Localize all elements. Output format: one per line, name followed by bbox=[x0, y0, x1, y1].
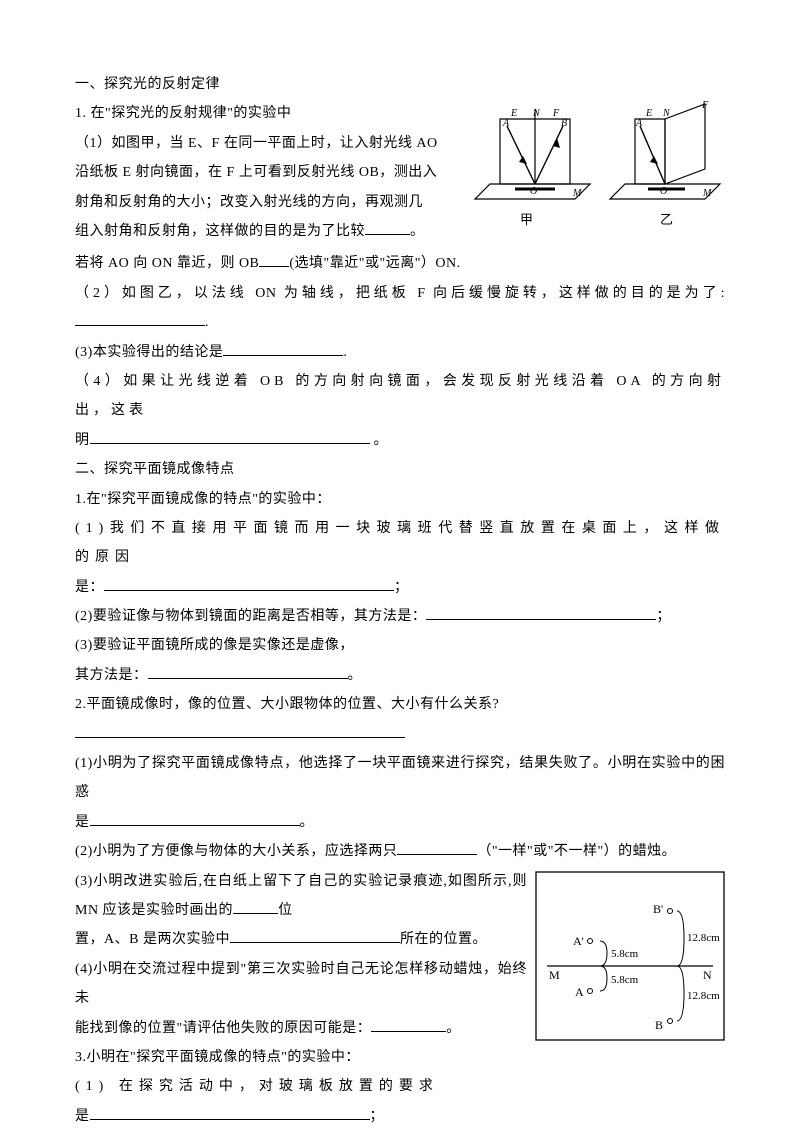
svg-text:A: A bbox=[635, 118, 643, 129]
blank[interactable] bbox=[365, 220, 410, 235]
svg-text:M: M bbox=[572, 188, 582, 199]
blank[interactable] bbox=[75, 311, 205, 326]
s1-q1-p4b: 明 。 bbox=[75, 426, 725, 455]
blank[interactable] bbox=[230, 928, 400, 943]
svg-text:A: A bbox=[502, 118, 510, 129]
svg-text:N: N bbox=[532, 108, 541, 119]
s2-q1-p3a: (3)要验证平面镜所成的像是实像还是虚像， bbox=[75, 631, 725, 660]
s1-q1-p1e: 若将 AO 向 ON 靠近，则 OB(选填"靠近"或"远离"）ON. bbox=[75, 249, 725, 278]
svg-text:乙: 乙 bbox=[660, 212, 673, 227]
s2-q2-p1b: 是。 bbox=[75, 808, 725, 837]
blank[interactable] bbox=[371, 1017, 446, 1032]
blank[interactable] bbox=[90, 811, 300, 826]
s2-q1-p1a: (1)我们不直接用平面镜而用一块玻璃班代替竖直放置在桌面上，这样做的原因 bbox=[75, 514, 725, 573]
section2-title: 二、探究平面镜成像特点 bbox=[75, 455, 725, 484]
blank[interactable] bbox=[223, 341, 343, 356]
svg-text:F: F bbox=[701, 100, 709, 111]
s1-q1-p2: （2）如图乙，以法线 ON 为轴线，把纸板 F 向后缓慢旋转，这样做的目的是为了… bbox=[75, 279, 725, 338]
svg-text:N: N bbox=[662, 108, 671, 119]
s2-q2-intro: 2.平面镜成像时，像的位置、大小跟物体的位置、大小有什么关系? bbox=[75, 690, 725, 719]
blank[interactable] bbox=[233, 899, 278, 914]
s2-q1-p1b: 是：； bbox=[75, 573, 725, 602]
svg-text:E: E bbox=[645, 108, 652, 119]
svg-text:F: F bbox=[552, 108, 560, 119]
s2-q2-sep bbox=[75, 720, 725, 749]
svg-text:E: E bbox=[510, 108, 517, 119]
svg-text:B: B bbox=[655, 1018, 663, 1032]
svg-text:M: M bbox=[702, 188, 712, 199]
svg-text:A': A' bbox=[573, 934, 584, 948]
svg-text:12.8cm: 12.8cm bbox=[687, 932, 720, 944]
blank[interactable] bbox=[426, 605, 656, 620]
figure-reflection: N A B E F O M 甲 bbox=[465, 99, 725, 249]
svg-text:B: B bbox=[561, 118, 567, 129]
svg-text:N: N bbox=[703, 968, 712, 982]
svg-text:甲: 甲 bbox=[520, 212, 533, 227]
s2-q2-p2: (2)小明为了方便像与物体的大小关系，应选择两只（"一样"或"不一样"）的蜡烛。 bbox=[75, 837, 725, 866]
blank[interactable] bbox=[90, 429, 370, 444]
blank[interactable] bbox=[104, 576, 394, 591]
s2-q1-p3b: 其方法是：。 bbox=[75, 661, 725, 690]
svg-text:5.8cm: 5.8cm bbox=[611, 974, 639, 986]
section1-title: 一、探究光的反射定律 bbox=[75, 70, 725, 99]
blank[interactable] bbox=[259, 252, 289, 267]
s2-q2-p1a: (1)小明为了探究平面镜成像特点，他选择了一块平面镜来进行探究，结果失败了。小明… bbox=[75, 749, 725, 808]
figure-record: M N A A' B B' 5.8cm 5.8cm bbox=[535, 871, 725, 1052]
s2-q3-p1a: (1) 在探究活动中，对玻璃板放置的要求 bbox=[75, 1072, 725, 1101]
s2-q1-p2: (2)要验证像与物体到镜面的距离是否相等，其方法是：； bbox=[75, 602, 725, 631]
blank[interactable] bbox=[148, 664, 348, 679]
svg-text:M: M bbox=[549, 968, 560, 982]
blank[interactable] bbox=[90, 1105, 370, 1120]
svg-text:5.8cm: 5.8cm bbox=[611, 948, 639, 960]
blank[interactable] bbox=[75, 723, 405, 738]
s1-q1-p3: (3)本实验得出的结论是. bbox=[75, 338, 725, 367]
blank[interactable] bbox=[397, 840, 477, 855]
s2-q3-p1b: 是； bbox=[75, 1102, 725, 1131]
s2-q1-intro: 1.在"探究平面镜成像的特点"的实验中： bbox=[75, 485, 725, 514]
svg-text:12.8cm: 12.8cm bbox=[687, 990, 720, 1002]
s1-q1-p4a: （4）如果让光线逆着 OB 的方向射向镜面，会发现反射光线沿着 OA 的方向射出… bbox=[75, 367, 725, 426]
svg-text:B': B' bbox=[653, 902, 663, 916]
svg-text:A: A bbox=[575, 985, 584, 999]
